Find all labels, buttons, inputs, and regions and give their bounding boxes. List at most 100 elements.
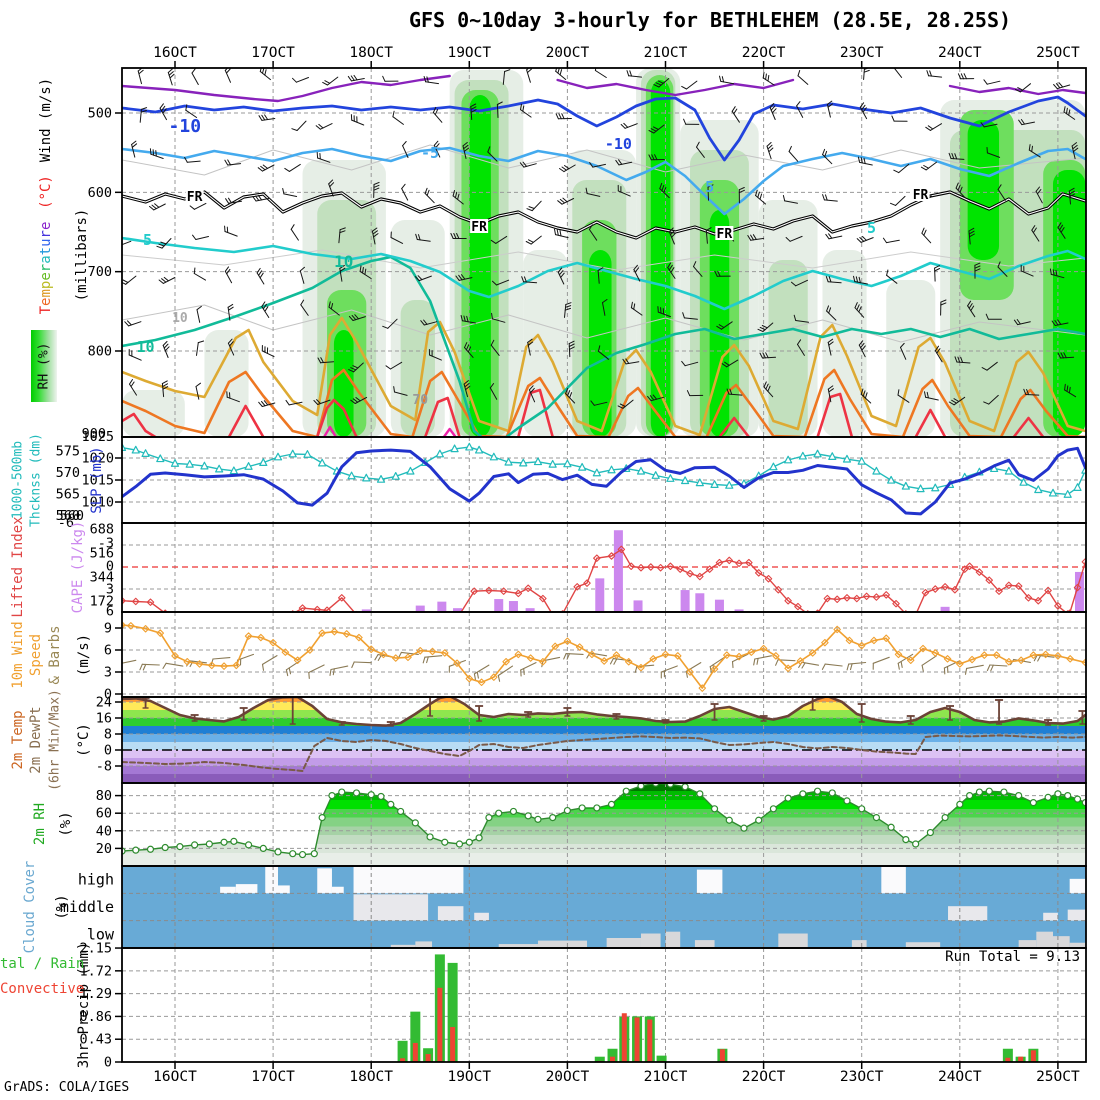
precip-legend-total: tal / Rain (0, 956, 85, 972)
svg-text:0: 0 (104, 743, 112, 759)
svg-text:700: 700 (88, 264, 112, 280)
svg-text:-6: -6 (58, 515, 74, 531)
run-total: Run Total = 9.13 (945, 949, 1080, 965)
svg-text:1020: 1020 (81, 451, 114, 467)
svg-text:17OCT: 17OCT (251, 1069, 295, 1085)
svg-text:5: 5 (867, 219, 876, 237)
ylabel-wind10-3: & Barbs (47, 625, 63, 685)
svg-text:20: 20 (96, 841, 112, 857)
svg-text:23OCT: 23OCT (840, 45, 884, 61)
svg-text:24OCT: 24OCT (938, 1069, 982, 1085)
svg-text:19OCT: 19OCT (447, 1069, 491, 1085)
svg-text:172: 172 (90, 594, 114, 610)
svg-text:688: 688 (90, 522, 114, 538)
svg-text:22OCT: 22OCT (742, 1069, 786, 1085)
temperature-letter: a (38, 255, 54, 264)
svg-text:22OCT: 22OCT (742, 45, 786, 61)
svg-text:18OCT: 18OCT (349, 45, 393, 61)
svg-text:1010: 1010 (81, 495, 114, 511)
ylabel-rh2m: 2m RH (32, 802, 48, 846)
ylabel-thickness-1: 1000-500mb (10, 440, 26, 520)
svg-text:570: 570 (56, 465, 80, 481)
svg-text:high: high (78, 871, 114, 889)
svg-text:25OCT: 25OCT (1036, 45, 1080, 61)
svg-text:FR: FR (187, 190, 203, 205)
svg-text:900: 900 (82, 426, 106, 442)
svg-text:1015: 1015 (81, 473, 114, 489)
svg-text:5: 5 (705, 178, 714, 196)
svg-text:10: 10 (137, 338, 155, 356)
svg-text:6: 6 (104, 643, 112, 659)
ylabel-wind: Wind (m/s) (38, 77, 54, 163)
temperature-letter: e (38, 221, 54, 231)
svg-text:18OCT: 18OCT (349, 1069, 393, 1085)
ylabel-rh2m-unit: (%) (58, 811, 74, 837)
svg-text:FR: FR (913, 188, 929, 203)
svg-text:20OCT: 20OCT (546, 45, 590, 61)
svg-text:6: 6 (106, 604, 114, 620)
ylabel-t2m-2: 2m DewPt (28, 706, 44, 774)
ylabel-wind10-unit: (m/s) (76, 633, 92, 677)
ylabel-t2m-3: (6hr Min/Max) (47, 689, 63, 791)
svg-text:middle: middle (60, 898, 114, 916)
grads-credit: GrADS: COLA/IGES (4, 1080, 130, 1095)
ylabel-lifted-index: Lifted Index (10, 516, 26, 618)
svg-text:560: 560 (60, 508, 84, 524)
svg-text:560: 560 (56, 508, 80, 524)
temperature-letter: r (38, 230, 54, 239)
ylabel-rh: RH (%) (36, 342, 52, 390)
ylabel-temp-unit: (°C) (38, 175, 54, 209)
svg-text:500: 500 (88, 106, 112, 122)
svg-text:1.72: 1.72 (79, 963, 112, 979)
temperature-letter: r (38, 263, 54, 273)
ylabel-cloud-unit: (%) (54, 894, 70, 920)
svg-text:FR: FR (471, 220, 487, 235)
ylabel-cloud: Cloud Cover (22, 860, 38, 954)
svg-text:16OCT: 16OCT (153, 1069, 197, 1085)
svg-text:60: 60 (96, 806, 112, 822)
svg-text:-10: -10 (605, 135, 632, 153)
rh-legend-swatch: RH (%) (31, 330, 57, 402)
temperature-letter: p (38, 280, 54, 290)
svg-text:80: 80 (96, 788, 112, 804)
svg-text:0.86: 0.86 (79, 1009, 112, 1025)
svg-text:21OCT: 21OCT (644, 45, 688, 61)
svg-text:565: 565 (56, 487, 80, 503)
temperature-letter: u (38, 238, 54, 247)
svg-text:8: 8 (104, 727, 112, 743)
svg-text:24: 24 (96, 695, 112, 711)
svg-text:24OCT: 24OCT (938, 45, 982, 61)
temperature-letter: T (38, 305, 54, 315)
temperature-letter: t (38, 246, 54, 256)
svg-text:0.43: 0.43 (79, 1032, 112, 1048)
svg-text:16: 16 (96, 711, 112, 727)
svg-text:19OCT: 19OCT (447, 45, 491, 61)
svg-text:low: low (87, 925, 115, 943)
svg-text:1025: 1025 (81, 429, 114, 445)
svg-text:-8: -8 (96, 759, 112, 775)
svg-text:600: 600 (88, 185, 112, 201)
svg-text:10: 10 (172, 311, 188, 326)
svg-text:1.29: 1.29 (79, 986, 112, 1002)
temperature-letter: e (38, 297, 54, 306)
svg-text:800: 800 (88, 343, 112, 359)
svg-text:25OCT: 25OCT (1036, 1069, 1080, 1085)
ylabel-wind10-2: Speed (28, 633, 44, 677)
svg-text:5: 5 (143, 231, 152, 249)
temperature-letter: e (38, 272, 54, 281)
ylabel-thickness-2: Thcknss (dm) (28, 433, 44, 527)
svg-text:-3: -3 (98, 536, 114, 552)
svg-text:-5: -5 (421, 144, 439, 162)
svg-text:0: 0 (104, 687, 112, 703)
svg-text:2.15: 2.15 (79, 941, 112, 957)
ylabel-wind10-1: 10m Wind (10, 621, 26, 689)
svg-text:344: 344 (90, 570, 114, 586)
ylabel-temperature: Temperature (38, 222, 54, 315)
ylabel-cape: CAPE (J/kg) (70, 520, 86, 614)
page-title: GFS 0~10day 3-hourly for BETHLEHEM (28.5… (408, 8, 1012, 32)
svg-text:3: 3 (104, 665, 112, 681)
svg-text:10: 10 (334, 252, 353, 271)
temperature-letter: m (38, 289, 54, 298)
